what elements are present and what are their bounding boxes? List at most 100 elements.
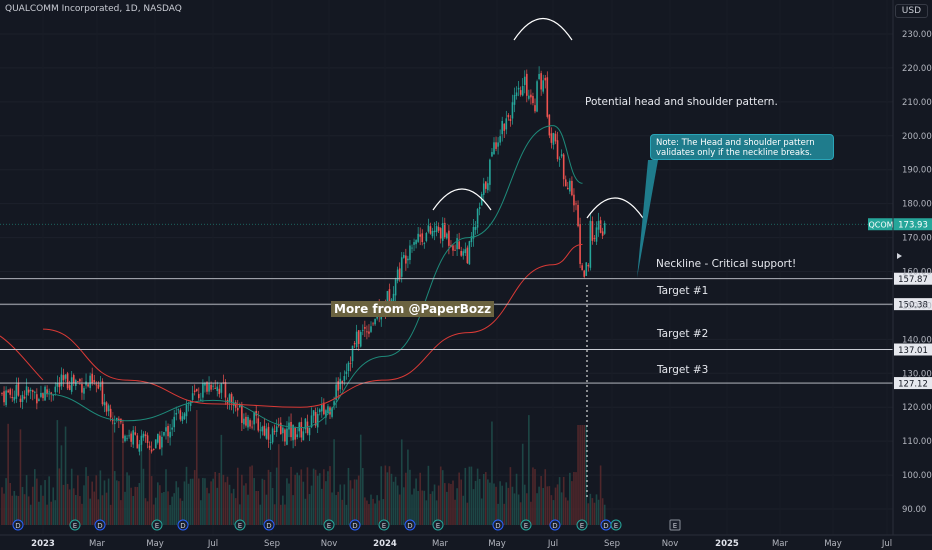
candle-body [17,383,20,396]
volume-bar [25,475,28,525]
volume-bar [364,497,366,525]
candle-body [318,409,321,413]
volume-bar [99,470,102,525]
volume-bar [142,468,145,525]
chart-grid [0,0,893,535]
time-axis[interactable]: 2023 Mar May Jul Sep Nov 2024 Mar May Jul Sep Nov 20… [0,534,932,549]
candle-body [357,330,360,344]
level-value: 150.38 [898,301,928,311]
volume-bar [458,472,460,525]
candle-body [292,424,294,441]
candle-body [411,247,413,249]
candle-body [60,374,63,387]
volume-bar [109,504,112,525]
volume-bar [583,425,585,525]
event-marker [151,519,163,531]
volume-bar [411,494,413,525]
volume-bar [87,476,89,525]
volume-bar [247,494,249,525]
event-marker-label: D [552,522,557,530]
candle-body [562,154,565,180]
volume-bar [150,476,153,525]
volume-bar [357,475,360,525]
candle-body [259,429,262,431]
target2-annotation: Target #2 [657,328,709,340]
candle-body [72,375,75,384]
volume-bar [103,480,106,525]
candle-body [597,220,600,230]
volume-bar [140,437,143,525]
candle-body [413,242,415,245]
volume-bar [261,478,264,525]
volume-bar [44,480,46,525]
candle-body [509,118,512,122]
volume-bar [294,474,296,525]
candle-body [433,230,436,233]
event-marker [404,519,416,531]
volume-bar [464,467,467,525]
candle-body [9,389,11,395]
volume-bar [304,498,307,525]
volume-bar [236,467,239,525]
volume-bar [345,504,348,525]
candle-body [38,399,40,402]
volume-bar [210,481,212,525]
candle-body [337,381,339,391]
price-tick-label: 140.00 [902,335,932,345]
volume-bar [206,487,208,525]
candle-body [345,371,348,375]
volume-bar [128,475,130,525]
moving-averages [0,125,583,429]
candle-body [107,405,110,412]
candle-body [175,413,178,415]
event-marker-label: D [15,522,20,530]
volume-bar [136,486,139,525]
volume-bar [214,471,216,525]
price-axis[interactable]: 230.00 220.00 210.00 200.00 190.00 180.00 170.… [892,0,932,535]
event-marker [349,519,361,531]
level-tag [894,343,932,356]
volume-bar [134,486,137,525]
currency-button[interactable]: USD [894,4,928,18]
volume-bar [122,441,124,525]
volume-bar [282,495,284,525]
candle-body [550,133,553,143]
candle-body [546,77,549,117]
candle-body [247,416,249,428]
candle-body [296,434,298,438]
candle-body [138,444,141,452]
volume-bar [292,495,294,525]
volume-bar [554,487,557,525]
candle-body [77,381,79,383]
candle-body [460,251,462,256]
volume-bar [13,490,16,525]
candle-body [497,142,499,147]
event-marker-label: D [495,522,500,530]
volume-bar [327,471,329,525]
volume-bar [491,421,493,525]
candle-body [56,383,59,387]
left-shoulder-arc [432,188,492,211]
candle-body [392,293,395,302]
candle-body [173,416,175,428]
candle-body [519,90,522,95]
volume-bar [439,466,442,525]
candle-body [573,194,575,206]
candle-body [548,114,551,136]
volume-bar [550,495,553,525]
volume-bar [31,486,34,525]
event-marker-label: E [73,522,77,530]
volume-bar [485,472,487,525]
volume-bar [306,467,309,525]
candle-body [538,73,540,80]
candle-body [456,238,458,250]
candle-body [251,426,253,428]
event-marker [69,519,81,531]
volume-bar [552,500,555,525]
volume-bar [444,483,446,525]
candle-body [351,345,354,362]
candle-body [532,95,534,104]
candle-body [386,291,389,310]
